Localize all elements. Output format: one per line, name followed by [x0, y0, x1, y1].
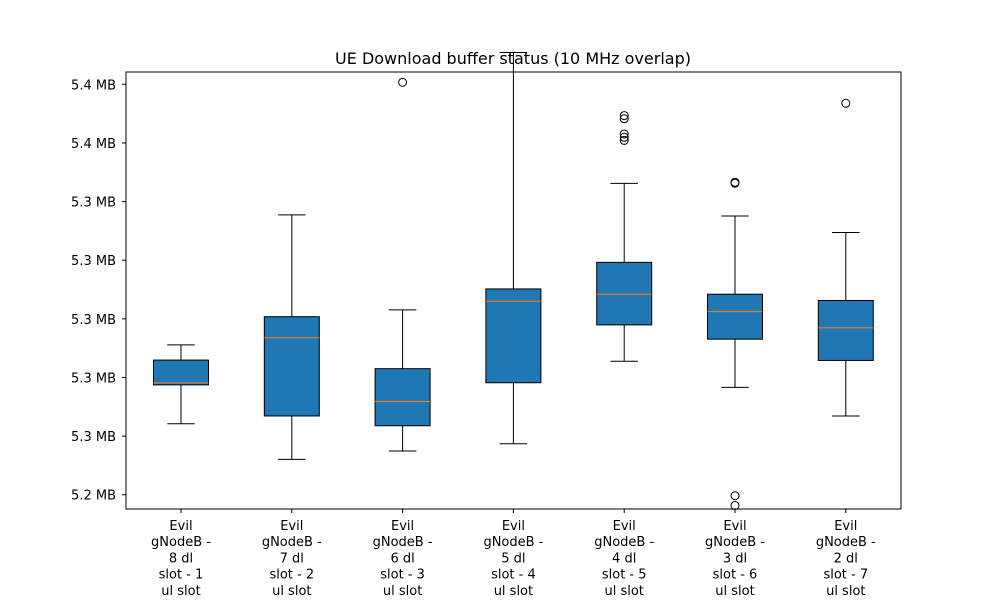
x-tick-label-line: gNodeB -: [151, 535, 211, 550]
x-tick-label-line: slot - 6: [713, 568, 758, 583]
x-tick-label: Evil gNodeB -3 dl slot - 6 ul slot: [705, 519, 765, 599]
x-tick-label: Evil gNodeB -8 dl slot - 1 ul slot: [151, 519, 211, 599]
outlier-point: [619, 114, 629, 124]
x-tick-label-line: gNodeB -: [262, 535, 322, 550]
outlier-point: [730, 491, 740, 501]
y-tick-label: 5.4 MB: [71, 78, 116, 93]
x-tick-label-line: ul slot: [494, 584, 533, 599]
x-tick-label-line: slot - 4: [491, 568, 536, 583]
y-tick-label: 5.4 MB: [71, 137, 116, 152]
outlier-point: [730, 500, 740, 510]
x-tick-label-line: Evil: [723, 519, 746, 534]
outlier-point: [619, 132, 629, 142]
box-group-6: [707, 177, 763, 510]
outlier-point: [730, 178, 740, 188]
x-tick-label-line: 8 dl: [169, 551, 193, 566]
x-tick-label: Evil gNodeB -4 dl slot - 5 ul slot: [594, 519, 654, 599]
y-tick-label: 5.3 MB: [71, 371, 116, 386]
x-tick-label-line: 2 dl: [834, 551, 858, 566]
x-tick-label: Evil gNodeB -7 dl slot - 2 ul slot: [262, 519, 322, 599]
y-tick-label: 5.3 MB: [71, 430, 116, 445]
box-group-7: [817, 98, 874, 417]
box-iqr: [485, 288, 542, 384]
x-tick-label-line: ul slot: [604, 584, 643, 599]
box-group-5: [596, 111, 653, 362]
x-tick-label-line: Evil: [391, 519, 414, 534]
outlier-point: [619, 135, 629, 145]
x-tick-label-line: gNodeB -: [483, 535, 543, 550]
x-tick-label-line: Evil: [502, 519, 525, 534]
x-tick-label-line: slot - 1: [159, 568, 204, 583]
outlier-point: [619, 111, 629, 121]
box-group-4: [485, 51, 542, 445]
x-tick-label-line: Evil: [280, 519, 303, 534]
x-tick-label-line: Evil: [613, 519, 636, 534]
y-tick-label: 5.3 MB: [71, 313, 116, 328]
x-tick-label-line: ul slot: [826, 584, 865, 599]
x-tick-label-line: slot - 3: [380, 568, 425, 583]
boxes-layer: [153, 51, 874, 510]
x-tick-label-line: slot - 7: [823, 568, 868, 583]
y-tick-label: 5.2 MB: [71, 489, 116, 504]
x-tick-label-line: gNodeB -: [373, 535, 433, 550]
x-tick-label-line: Evil: [169, 519, 192, 534]
box-iqr: [707, 293, 763, 340]
box-iqr: [817, 299, 874, 361]
x-tick-label-line: slot - 2: [269, 568, 314, 583]
box-iqr: [153, 359, 209, 386]
x-tick-label-line: ul slot: [272, 584, 311, 599]
box-group-3: [374, 77, 431, 452]
x-tick-label-line: 5 dl: [501, 551, 525, 566]
outlier-point: [398, 77, 408, 87]
x-tick-label: Evil gNodeB -5 dl slot - 4 ul slot: [483, 519, 543, 599]
x-tick-label-line: gNodeB -: [594, 535, 654, 550]
box-iqr: [596, 261, 653, 326]
x-tick-label-line: 6 dl: [390, 551, 414, 566]
x-tick-label-line: slot - 5: [602, 568, 647, 583]
box-group-2: [263, 214, 320, 460]
x-tick-label-line: 7 dl: [280, 551, 304, 566]
x-tick-label-line: ul slot: [715, 584, 754, 599]
y-axis: 5.2 MB 5.3 MB 5.3 MB 5.3 MB 5.3 MB 5.3 MB 5.4 …: [71, 78, 126, 504]
box-iqr: [374, 368, 431, 427]
x-tick-label-line: ul slot: [383, 584, 422, 599]
x-tick-label-line: 4 dl: [612, 551, 636, 566]
x-tick-label-line: Evil: [834, 519, 857, 534]
x-tick-label: Evil gNodeB -2 dl slot - 7 ul slot: [816, 519, 876, 599]
y-tick-label: 5.3 MB: [71, 196, 116, 211]
y-tick-label: 5.3 MB: [71, 254, 116, 269]
box-group-1: [153, 344, 209, 425]
box-iqr: [263, 316, 320, 417]
x-tick-label-line: gNodeB -: [705, 535, 765, 550]
x-tick-label-line: gNodeB -: [816, 535, 876, 550]
x-tick-label: Evil gNodeB -6 dl slot - 3 ul slot: [373, 519, 433, 599]
x-tick-label-line: 3 dl: [723, 551, 747, 566]
outlier-point: [841, 98, 851, 108]
x-tick-label-line: ul slot: [161, 584, 200, 599]
outlier-point: [619, 129, 629, 139]
